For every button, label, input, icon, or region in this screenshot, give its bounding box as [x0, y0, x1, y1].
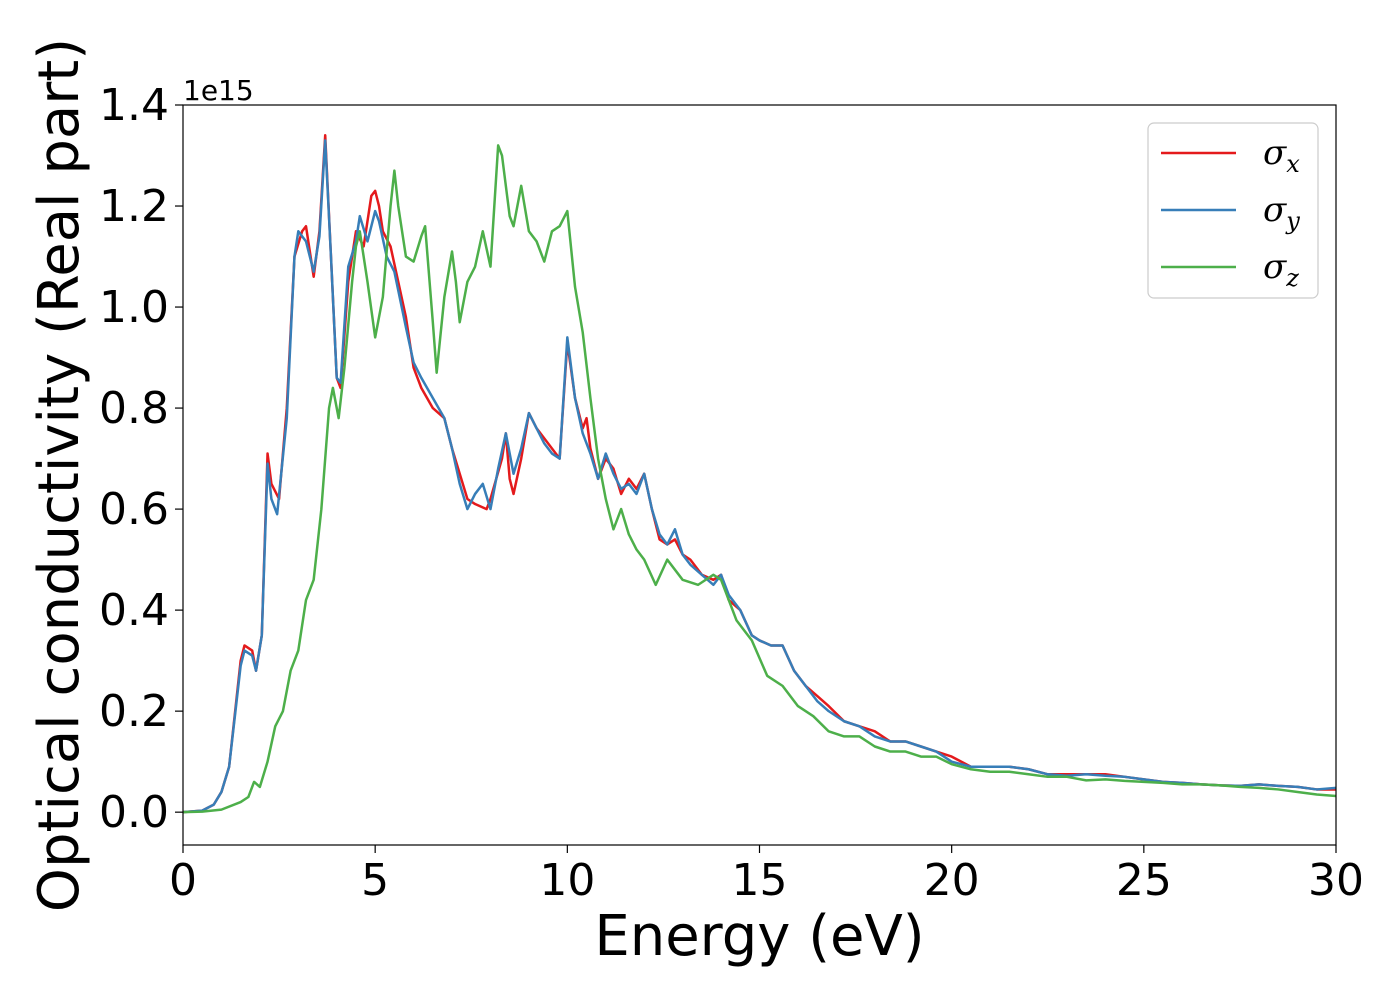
y-tick-label: 0.8 [99, 383, 169, 434]
x-tick-label: 30 [1308, 855, 1364, 906]
x-tick-label: 15 [732, 855, 788, 906]
y-tick-label: 1.4 [99, 80, 169, 131]
y-tick-label: 0.0 [99, 787, 169, 838]
x-tick-label: 0 [169, 855, 197, 906]
y-tick-label: 0.6 [99, 484, 169, 535]
x-axis-title: Energy (eV) [594, 904, 924, 969]
y-axis-title: Optical conductivity (Real part) [27, 38, 92, 912]
y-tick-label: 0.4 [99, 585, 169, 636]
x-tick-label: 25 [1116, 855, 1172, 906]
x-tick-label: 5 [361, 855, 389, 906]
x-tick-label: 20 [924, 855, 980, 906]
x-tick-label: 10 [539, 855, 595, 906]
y-tick-label: 1.2 [99, 181, 169, 232]
y-axis-offset-label: 1e15 [183, 74, 254, 107]
y-tick-label: 0.2 [99, 686, 169, 737]
y-tick-label: 1.0 [99, 282, 169, 333]
